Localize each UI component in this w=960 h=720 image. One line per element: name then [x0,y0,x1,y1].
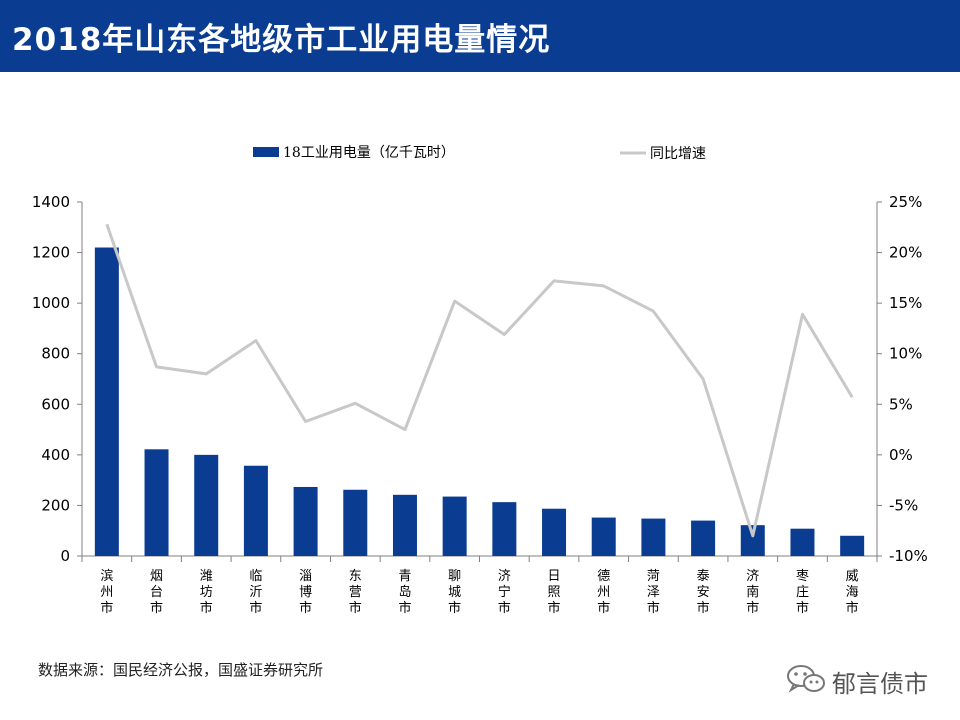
right-tick-label: 25% [889,193,922,211]
x-tick-label: 青岛市 [398,569,411,616]
bar [392,494,417,556]
x-tick-label: 临沂市 [249,569,262,616]
bar [293,486,318,556]
x-tick-label: 烟台市 [150,569,163,616]
legend-swatch-bar [253,147,279,157]
bar [691,520,716,556]
x-tick-label: 滨州市 [100,568,113,616]
page-title: 2018年山东各地级市工业用电量情况 [12,22,551,58]
left-tick-label: 1400 [32,193,70,211]
bar [840,535,865,556]
x-tick-label: 枣庄市 [796,569,809,616]
x-tick-label: 德州市 [597,569,610,616]
left-tick-label: 400 [41,446,70,464]
left-tick-label: 1000 [32,294,70,312]
x-tick-label: 济宁市 [498,569,511,616]
x-tick-label: 菏泽市 [647,569,660,616]
left-tick-label: 1200 [32,244,70,262]
right-tick-label: -10% [889,547,928,565]
bar [94,247,119,556]
x-tick-label: 潍坊市 [200,569,213,616]
bar [542,508,567,556]
watermark: 郁言债市 [784,662,944,698]
bar [591,517,616,556]
bar [144,449,169,556]
right-tick-label: -5% [889,496,918,514]
left-tick-label: 200 [41,496,70,514]
legend-label-bar: 18工业用电量（亿千瓦时） [283,145,455,161]
bar [492,502,517,556]
right-tick-label: 5% [889,395,913,413]
title-bar: 2018年山东各地级市工业用电量情况 [0,0,960,72]
x-tick-label: 日照市 [548,569,561,616]
x-tick-label: 泰安市 [697,569,710,616]
x-tick-label: 淄博市 [299,569,312,616]
bar [343,489,368,556]
left-tick-label: 800 [41,345,70,363]
bar [442,496,467,556]
bar [641,518,666,556]
right-tick-label: 0% [889,446,913,464]
wechat-icon [787,665,825,693]
x-tick-label: 聊城市 [448,569,461,616]
x-tick-label: 威海市 [846,569,859,616]
watermark-text: 郁言债市 [832,670,928,698]
left-tick-label: 600 [41,395,70,413]
growth-line [105,223,854,538]
right-tick-label: 15% [889,294,922,312]
bar [194,454,219,556]
legend-label-line: 同比增速 [650,146,706,162]
right-tick-label: 20% [889,244,922,262]
data-source-note: 数据来源：国民经济公报，国盛证券研究所 [38,661,324,679]
right-tick-label: 10% [889,345,922,363]
x-tick-label: 济南市 [746,569,759,616]
bar [790,528,815,556]
x-tick-label: 东营市 [349,569,362,616]
left-tick-label: 0 [60,547,70,565]
bar [243,465,268,556]
